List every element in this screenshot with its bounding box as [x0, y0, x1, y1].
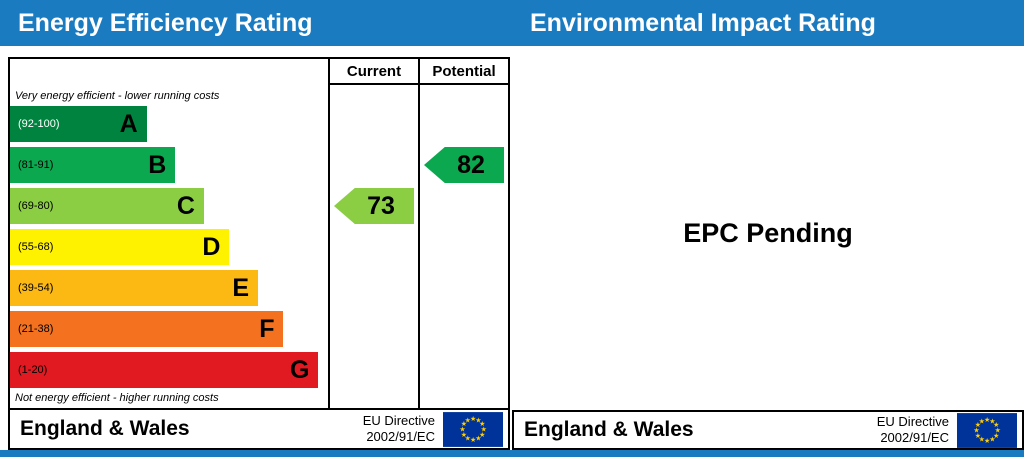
- svg-text:★: ★: [995, 426, 1001, 434]
- band-letter-label: B: [148, 150, 167, 179]
- bottom-note: Not energy efficient - higher running co…: [15, 392, 219, 404]
- chart-column-headers: Current Potential: [10, 59, 508, 85]
- eu-directive-line2: 2002/91/EC: [366, 429, 435, 444]
- svg-text:★: ★: [470, 436, 476, 444]
- eu-directive-label: EU Directive 2002/91/EC: [363, 413, 435, 444]
- band-row-B: (81-91) B: [10, 147, 176, 183]
- svg-text:★: ★: [973, 426, 979, 434]
- region-label: England & Wales: [524, 418, 694, 441]
- band-range-label: (92-100): [18, 118, 60, 130]
- band-row-F: (21-38) F: [10, 311, 284, 347]
- bands-cell: Very energy efficient - lower running co…: [10, 85, 328, 410]
- band-letter-label: A: [119, 109, 138, 138]
- svg-text:★: ★: [475, 434, 481, 442]
- epc-pending-text: EPC Pending: [683, 218, 853, 248]
- left-footer: England & Wales EU Directive 2002/91/EC …: [10, 408, 508, 448]
- band-letter-label: E: [232, 273, 250, 302]
- eu-directive-line1: EU Directive: [362, 413, 435, 429]
- page-header: Energy Efficiency Rating Environmental I…: [0, 0, 1024, 46]
- svg-text:★: ★: [465, 434, 471, 442]
- region-label: England & Wales: [20, 417, 190, 440]
- svg-text:★: ★: [975, 421, 981, 429]
- band-row-A: (92-100) A: [10, 106, 147, 142]
- potential-column-header: Potential: [418, 59, 508, 85]
- band-range-label: (39-54): [18, 282, 54, 294]
- current-column: 73: [328, 85, 418, 410]
- potential-column: 82: [418, 85, 508, 410]
- svg-text:★: ★: [479, 420, 485, 428]
- right-footer: England & Wales EU Directive 2002/91/EC …: [512, 410, 1024, 450]
- svg-text:★: ★: [481, 425, 487, 433]
- band-range-label: (21-38): [18, 323, 54, 335]
- svg-text:★: ★: [979, 435, 985, 443]
- band-row-C: (69-80) C: [10, 188, 204, 224]
- svg-text:★: ★: [465, 416, 471, 424]
- bottom-accent-bar: [0, 450, 1024, 457]
- svg-text:★: ★: [461, 430, 467, 438]
- svg-text:★: ★: [475, 416, 481, 424]
- svg-text:★: ★: [993, 421, 999, 429]
- energy-efficiency-title: Energy Efficiency Rating: [18, 9, 313, 37]
- potential-score-arrow: 82: [424, 147, 504, 183]
- svg-text:★: ★: [993, 431, 999, 439]
- svg-text:★: ★: [459, 425, 465, 433]
- svg-text:★: ★: [984, 437, 990, 445]
- top-note: Very energy efficient - lower running co…: [15, 90, 220, 102]
- band-letter-label: F: [259, 314, 275, 343]
- eu-directive-line2: 2002/91/EC: [880, 430, 949, 445]
- environmental-impact-panel: EPC Pending England & Wales EU Directive…: [512, 57, 1024, 450]
- column-header-spacer: [10, 59, 328, 85]
- eu-directive-label: EU Directive 2002/91/EC: [877, 414, 949, 445]
- band-range-label: (69-80): [18, 200, 54, 212]
- band-range-label: (55-68): [18, 241, 54, 253]
- svg-text:★: ★: [975, 431, 981, 439]
- eu-directive-line1: EU Directive: [876, 414, 949, 430]
- environmental-impact-title: Environmental Impact Rating: [530, 9, 876, 37]
- epc-pending-area: EPC Pending: [512, 57, 1024, 410]
- current-column-header: Current: [328, 59, 418, 85]
- svg-text:★: ★: [461, 420, 467, 428]
- band-letter-label: D: [202, 232, 221, 261]
- svg-text:★: ★: [989, 417, 995, 425]
- eu-flag-icon: ★ ★★★★★★★★★★★: [957, 412, 1017, 448]
- current-score-arrow: 73: [334, 188, 414, 224]
- svg-text:★: ★: [979, 417, 985, 425]
- band-range-label: (1-20): [18, 364, 48, 376]
- band-row-E: (39-54) E: [10, 270, 259, 306]
- bands: (92-100) A (81-91) B (69-80) C (55-68) D (39-54)…: [10, 106, 328, 388]
- svg-text:★: ★: [989, 435, 995, 443]
- band-letter-label: C: [176, 191, 195, 220]
- band-row-G: (1-20) G: [10, 352, 319, 388]
- band-range-label: (81-91): [18, 159, 54, 171]
- band-row-D: (55-68) D: [10, 229, 230, 265]
- energy-efficiency-chart: Current Potential Very energy efficient …: [8, 57, 510, 450]
- svg-text:★: ★: [470, 414, 476, 422]
- band-letter-label: G: [290, 355, 310, 384]
- chart-body: Very energy efficient - lower running co…: [10, 85, 508, 410]
- eu-flag-icon: ★ ★★★★★★★★★★★: [443, 411, 503, 447]
- svg-text:★: ★: [984, 415, 990, 423]
- svg-text:★: ★: [479, 430, 485, 438]
